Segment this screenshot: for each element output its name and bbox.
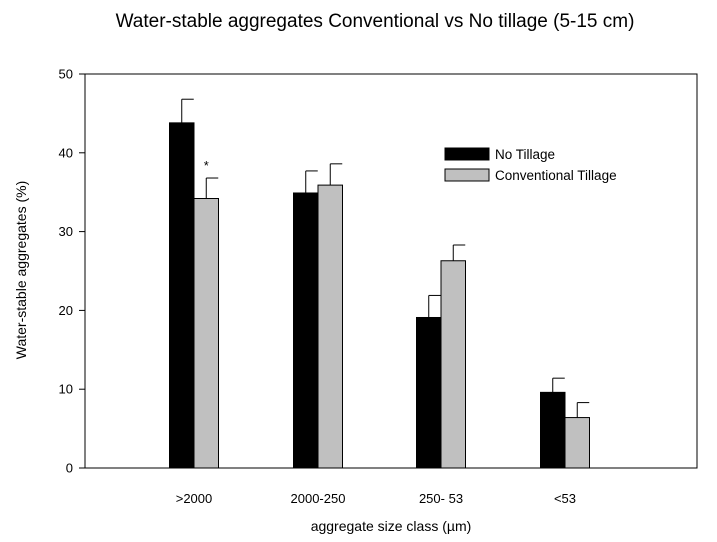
bar-no-tillage	[169, 122, 195, 469]
bar-no-tillage	[293, 192, 319, 469]
y-axis-label: Water-stable aggregates (%)	[13, 181, 29, 359]
x-tick-label: >2000	[176, 491, 213, 506]
bar-no-tillage	[540, 391, 566, 469]
y-tick-label: 10	[59, 382, 73, 397]
legend-swatch-no-tillage	[444, 147, 490, 161]
y-tick-label: 30	[59, 224, 73, 239]
y-tick-label: 50	[59, 67, 73, 82]
x-tick-label: <53	[554, 491, 576, 506]
legend-label-no-tillage: No Tillage	[495, 147, 555, 162]
plot-frame	[84, 73, 698, 469]
bar-conventional-tillage	[317, 184, 343, 469]
y-tick-label: 0	[66, 461, 73, 476]
legend-label-conventional-tillage: Conventional Tillage	[495, 168, 617, 183]
bar-conventional-tillage	[440, 260, 466, 469]
legend-swatch-conventional-tillage	[444, 168, 490, 182]
bar-conventional-tillage	[193, 198, 219, 469]
chart-title: Water-stable aggregates Conventional vs …	[116, 11, 635, 32]
significance-marker: *	[204, 158, 209, 173]
y-tick-label: 40	[59, 145, 73, 160]
x-axis-label: aggregate size class (µm)	[311, 518, 472, 534]
bar-conventional-tillage	[564, 417, 590, 469]
plot-area: 0 10 20 30 40 50 >2000 2000-250 250- 53 <53 * No Ti…	[59, 67, 698, 506]
x-tick-label: 2000-250	[291, 491, 346, 506]
x-tick-label: 250- 53	[419, 491, 463, 506]
y-tick-label: 20	[59, 303, 73, 318]
bar-no-tillage	[416, 316, 442, 469]
